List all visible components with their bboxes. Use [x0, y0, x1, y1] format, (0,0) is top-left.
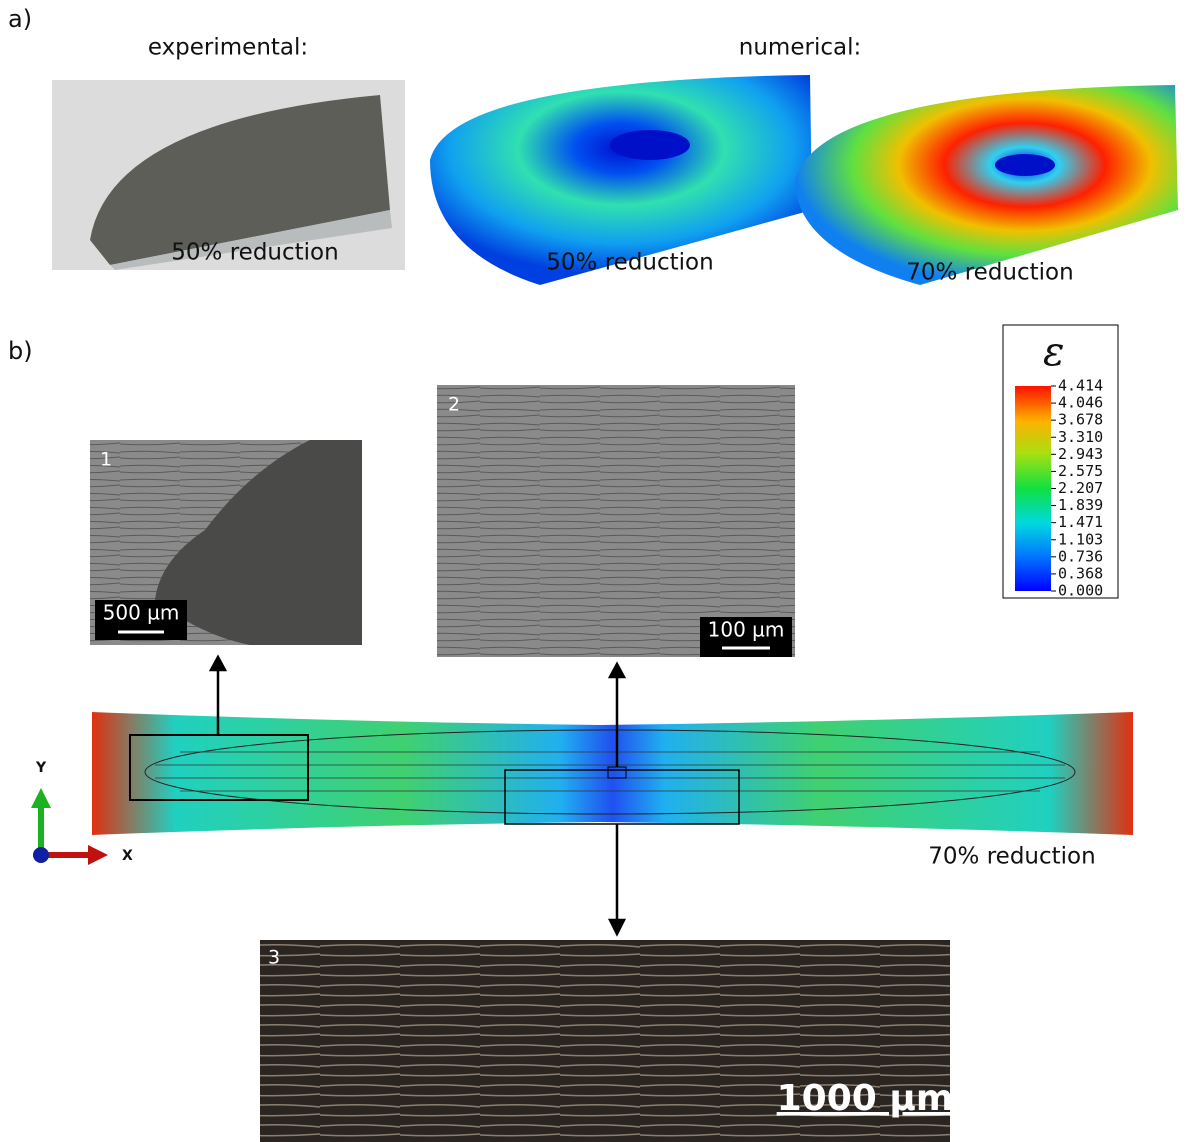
- caption: 50% reduction: [546, 250, 713, 276]
- arrow-head: [610, 664, 624, 677]
- axis-label: X: [122, 848, 133, 864]
- panel-label: b): [8, 337, 33, 365]
- z-axis: [33, 847, 49, 863]
- legend-value: 1.471: [1058, 513, 1103, 531]
- panel-label: a): [8, 5, 32, 33]
- arrow-head: [211, 657, 225, 670]
- legend-symbol: ε: [1043, 329, 1064, 375]
- heading: experimental:: [148, 35, 308, 61]
- legend-value: 2.575: [1058, 462, 1103, 480]
- micrograph-number: 2: [448, 394, 460, 416]
- micrograph: [437, 385, 795, 657]
- legend-value: 0.368: [1058, 564, 1103, 582]
- arrow-head: [610, 920, 624, 934]
- axis-label: Y: [35, 760, 47, 776]
- scale-bar-label: 500 µm: [103, 601, 180, 625]
- legend-value: 2.207: [1058, 479, 1103, 497]
- micrograph-number: 1: [100, 449, 112, 471]
- legend-value: 1.839: [1058, 496, 1103, 514]
- caption: 70% reduction: [906, 260, 1073, 286]
- legend: ε 4.4144.0463.6783.3102.9432.5752.2071.8…: [1003, 325, 1118, 600]
- simulation-half-disk: [795, 85, 1178, 285]
- scale-bar-label: 1000 µm: [777, 1078, 954, 1119]
- legend-value: 4.414: [1058, 377, 1103, 395]
- scale-bar-label: 100 µm: [708, 618, 785, 642]
- legend-value: 0.736: [1058, 547, 1103, 565]
- caption: 50% reduction: [171, 240, 338, 266]
- core-region: [610, 130, 690, 160]
- legend-value: 1.103: [1058, 530, 1103, 548]
- legend-value: 0.000: [1058, 582, 1103, 600]
- micrograph-number: 3: [268, 947, 280, 969]
- core-region: [995, 154, 1055, 176]
- arrow-head: [88, 845, 108, 865]
- arrow-head: [31, 788, 51, 808]
- figure: a) experimental: numerical: 50% reductio…: [0, 0, 1186, 1142]
- legend-value: 3.678: [1058, 411, 1103, 429]
- legend-value: 3.310: [1058, 428, 1103, 446]
- legend-value: 4.046: [1058, 394, 1103, 412]
- caption: 70% reduction: [928, 844, 1095, 870]
- legend-value: 2.943: [1058, 445, 1103, 463]
- heading: numerical:: [739, 35, 861, 61]
- color-bar: [1015, 386, 1051, 591]
